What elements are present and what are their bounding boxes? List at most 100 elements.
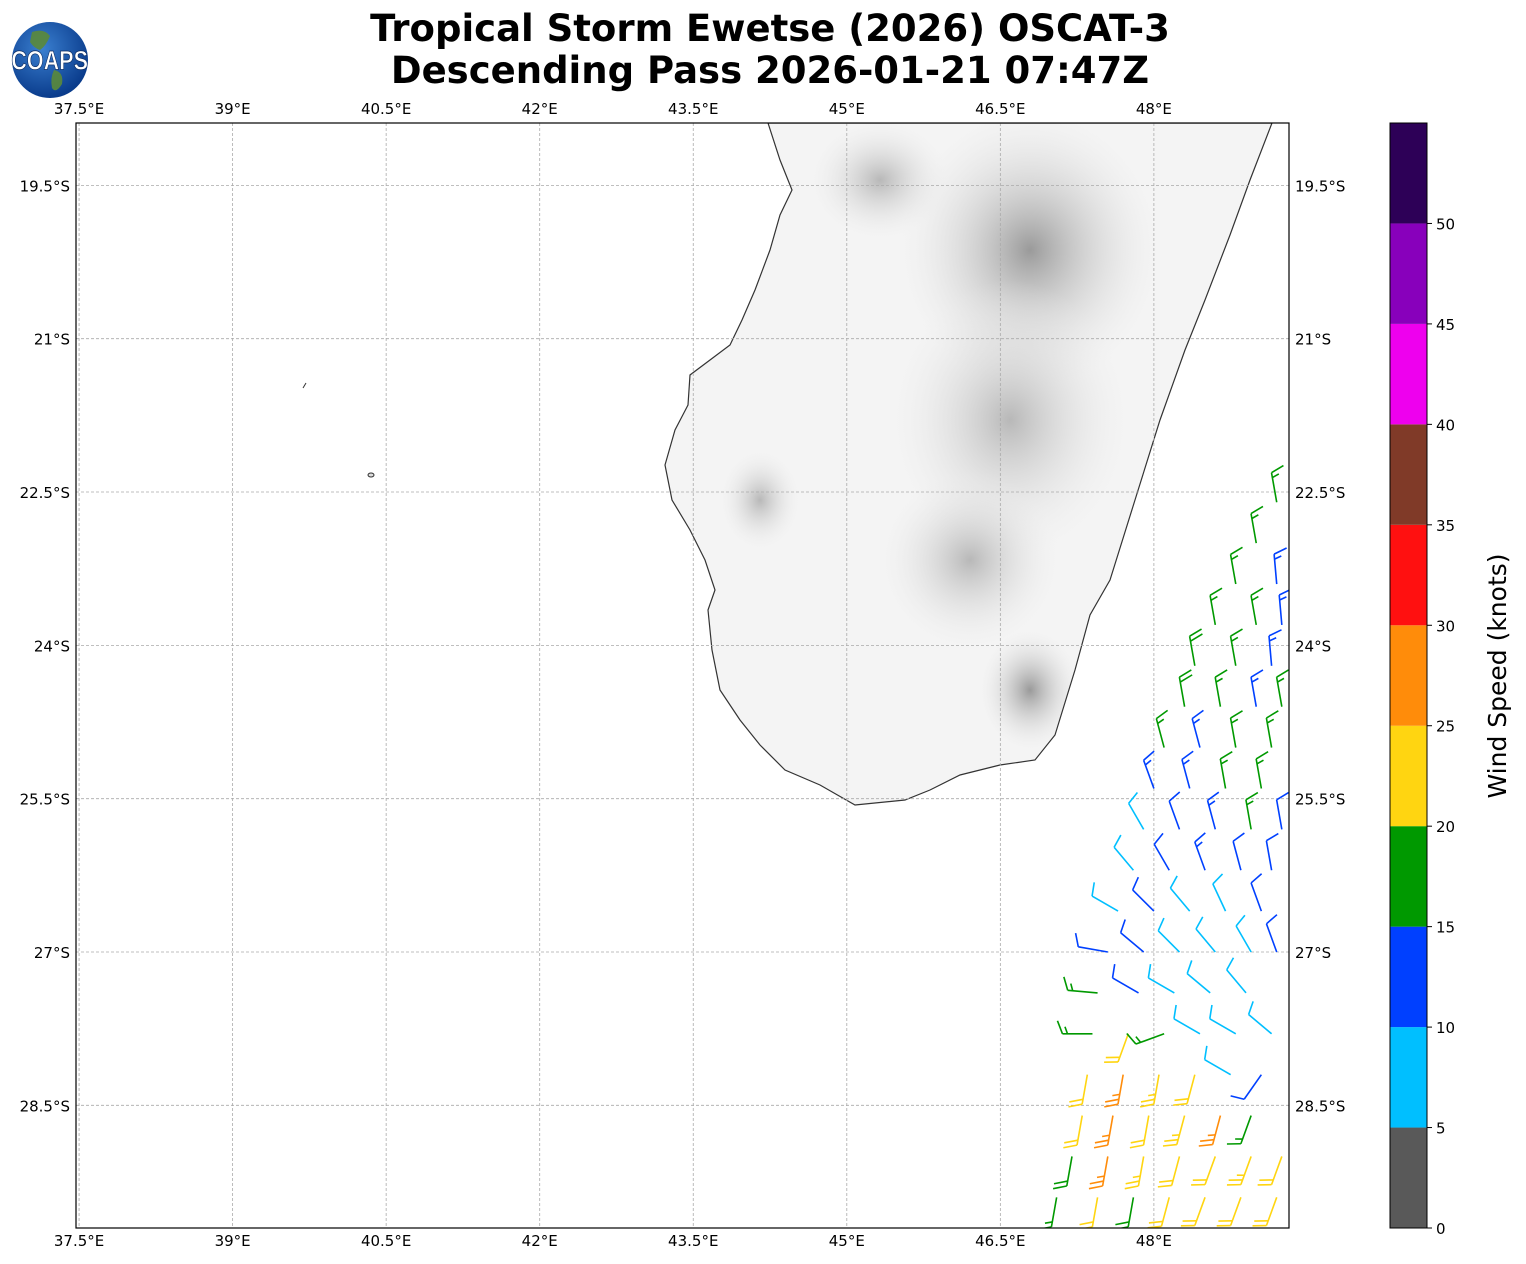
right-lat-label: 28.5°S [1295, 1097, 1345, 1115]
wind-barb [1086, 1227, 1088, 1228]
wind-barb [1250, 505, 1264, 544]
svg-text:COAPS: COAPS [11, 47, 88, 77]
wind-barb [1250, 669, 1264, 707]
wind-barb [1273, 547, 1287, 585]
wind-barb [1229, 710, 1243, 748]
wind-barb [1041, 1197, 1058, 1228]
wind-barb [1270, 1227, 1272, 1228]
wind-barb [1232, 832, 1245, 871]
wind-barb [1265, 710, 1279, 748]
wind-barb [1216, 1197, 1242, 1227]
wind-barb [1257, 1156, 1283, 1186]
top-lon-label: 43.5°E [668, 100, 718, 118]
colorbar-tick-label: 50 [1436, 215, 1455, 233]
top-lon-label: 42°E [522, 100, 558, 118]
wind-barb [1230, 1074, 1263, 1101]
wind-barb [1278, 589, 1289, 625]
colorbar-tick-label: 40 [1436, 416, 1455, 434]
left-lat-label: 24°S [34, 637, 70, 655]
wind-barb [1270, 464, 1284, 503]
wind-barb [1104, 1033, 1130, 1064]
wind-barb [1226, 1115, 1252, 1145]
wind-barb [1219, 751, 1233, 789]
wind-barb [1104, 1074, 1124, 1108]
bottom-lon-label: 37.5°E [54, 1232, 104, 1250]
colorbar-bin [1390, 524, 1427, 626]
wind-barb [1127, 792, 1145, 830]
wind-barb [1194, 832, 1206, 871]
wind-barb [1268, 629, 1282, 666]
wind-barb [1193, 1227, 1195, 1228]
bottom-lon-label: 46.5°E [975, 1232, 1025, 1250]
wind-barb [1188, 628, 1203, 666]
wind-barb [1195, 916, 1216, 953]
wind-barb [1147, 1197, 1171, 1228]
right-lat-label: 24°S [1295, 637, 1331, 655]
colorbar-bin [1390, 625, 1427, 726]
bottom-lon-label: 42°E [522, 1232, 558, 1250]
colorbar-tick-label: 0 [1436, 1220, 1446, 1238]
colorbar-label: Wind Speed (knots) [1483, 553, 1512, 798]
colorbar-tick-label: 45 [1436, 316, 1455, 334]
colorbar-bin [1390, 725, 1427, 827]
wind-barb [1191, 1156, 1217, 1186]
left-lat-label: 22.5°S [20, 484, 70, 502]
colorbar-bin [1390, 424, 1427, 525]
wind-barb [1091, 882, 1119, 912]
left-lat-label: 25.5°S [20, 791, 70, 809]
wind-barb [1088, 1156, 1109, 1190]
left-lat-label: 19.5°S [20, 177, 70, 195]
wind-barb [1226, 957, 1247, 994]
wind-barb [1265, 832, 1279, 871]
wind-barb [1250, 587, 1264, 626]
top-lon-label: 40.5°E [361, 100, 411, 118]
wind-barb [1214, 669, 1228, 707]
wind-barb [1153, 832, 1170, 871]
wind-barb [1226, 1156, 1252, 1186]
left-lat-label: 28.5°S [20, 1097, 70, 1115]
right-lat-label: 25.5°S [1295, 791, 1345, 809]
left-lat-label: 21°S [34, 331, 70, 349]
wind-barb [1079, 1197, 1099, 1228]
wind-barb [1198, 1115, 1222, 1147]
wind-barb [1275, 791, 1289, 830]
wind-barb [1275, 669, 1289, 707]
gridlines [76, 123, 1289, 1228]
wind-barb [1173, 1074, 1196, 1106]
colorbar-bin [1390, 223, 1427, 324]
wind-barb [1229, 546, 1243, 585]
colorbar-tick-label: 15 [1436, 919, 1455, 937]
wind-barb [1063, 976, 1098, 994]
wind-barb [1052, 1156, 1073, 1190]
right-lat-label: 27°S [1295, 944, 1331, 962]
wind-barb [1203, 1045, 1232, 1076]
wind-barb [1139, 1074, 1160, 1108]
bottom-lon-label: 43.5°E [668, 1232, 718, 1250]
top-lon-label: 45°E [829, 100, 865, 118]
wind-barb [1093, 1115, 1114, 1149]
wind-barb [1162, 1115, 1186, 1147]
wind-barb [1115, 1197, 1135, 1228]
island [367, 472, 375, 478]
wind-barb [1155, 709, 1169, 748]
colorbar-bin [1390, 1027, 1427, 1128]
axis-ticks: 37.5°E 37.5°E 39°E 39°E 40.5°E 40.5°E 42°E 42°E… [20, 100, 1346, 1250]
top-lon-label: 46.5°E [975, 100, 1025, 118]
wind-barb [1131, 876, 1155, 912]
wind-barb [1045, 1227, 1047, 1228]
colorbar-bin [1390, 323, 1427, 425]
wind-barb [1245, 791, 1259, 830]
colorbar-bin [1390, 1127, 1427, 1228]
colorbar-tick-label: 30 [1436, 617, 1455, 635]
wind-barb [1168, 791, 1181, 830]
map-frame [75, 122, 1290, 1229]
wind-barb [1129, 1115, 1150, 1149]
colorbar-bin [1390, 926, 1427, 1028]
wind-barb [1178, 669, 1193, 707]
wind-barb [1113, 834, 1135, 871]
title-line-1: Tropical Storm Ewetse (2026) OSCAT-3 [370, 7, 1170, 50]
wind-barb [1074, 932, 1108, 953]
wind-barb [1250, 873, 1263, 912]
wind-barb [1157, 1156, 1181, 1188]
colorbar-bin [1390, 826, 1427, 927]
